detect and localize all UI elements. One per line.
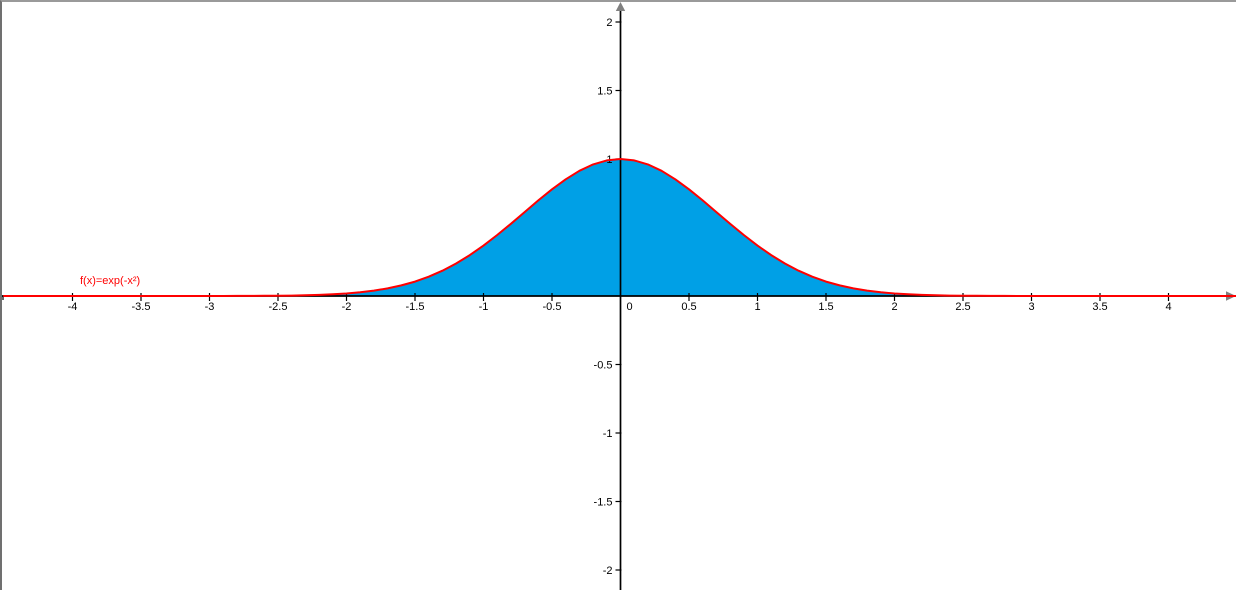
x-tick-label: -3: [205, 301, 215, 313]
x-tick-label: 0.5: [681, 301, 696, 313]
x-tick-label: -1: [479, 301, 489, 313]
x-tick-label: -0.5: [543, 301, 562, 313]
y-tick-label: 1.5: [597, 86, 612, 98]
x-tick-label: 2.5: [955, 301, 970, 313]
y-tick-label: -0.5: [594, 360, 613, 372]
x-tick-label: -3.5: [132, 301, 151, 313]
function-label[interactable]: f(x)=exp(-x²): [80, 275, 141, 287]
y-axis-arrow-icon: [615, 2, 626, 11]
x-tick-label: -1.5: [406, 301, 425, 313]
x-tick-label: -4: [68, 301, 78, 313]
x-tick-label: -2: [342, 301, 352, 313]
curve-layer: [3, 158, 1236, 297]
y-tick-label: 2: [606, 17, 612, 29]
y-tick-label: -1.5: [594, 497, 613, 509]
x-tick-label: 4: [1165, 301, 1171, 313]
y-tick-label: -2: [603, 565, 613, 577]
x-tick-label: 0: [627, 301, 633, 313]
function-curve[interactable]: [3, 158, 1236, 297]
x-tick-label: 1: [754, 301, 760, 313]
x-tick-label: 2: [891, 301, 897, 313]
x-tick-label: 1.5: [818, 301, 833, 313]
y-tick-label: -1: [603, 428, 613, 440]
x-tick-label: -2.5: [269, 301, 288, 313]
x-tick-label: 3: [1028, 301, 1034, 313]
x-tick-label: 3.5: [1092, 301, 1107, 313]
